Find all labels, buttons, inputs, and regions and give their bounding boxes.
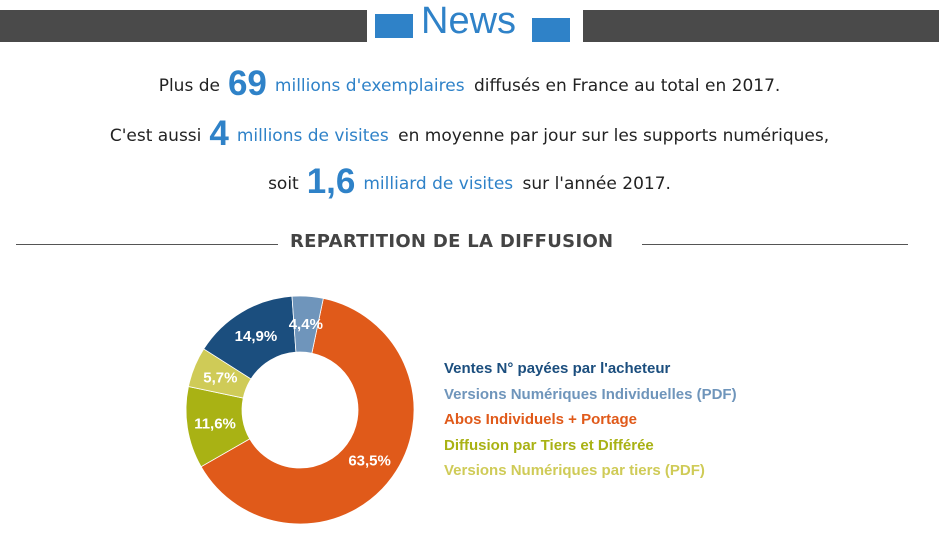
slice-label: 63,5% bbox=[348, 453, 391, 470]
stat-highlight: millions de visites bbox=[236, 126, 389, 146]
header-square-right bbox=[532, 18, 570, 42]
header-square-left bbox=[375, 14, 413, 38]
stat-highlight: millions d'exemplaires bbox=[274, 76, 465, 96]
stat-suffix: en moyenne par jour sur les supports num… bbox=[398, 126, 830, 146]
slice-label: 14,9% bbox=[235, 328, 278, 345]
page-title: News bbox=[421, 0, 517, 42]
donut-chart: 63,5% 11,6% 5,7% 14,9% 4,4% bbox=[185, 295, 415, 525]
stat-line-1: Plus de 69 millions d'exemplaires diffusés… bbox=[0, 64, 939, 104]
legend-item: Ventes N° payées par l'acheteur bbox=[444, 360, 671, 377]
slice-label: 11,6% bbox=[194, 415, 236, 432]
stat-number: 1,6 bbox=[306, 162, 356, 201]
section-divider-left bbox=[16, 244, 278, 245]
section-divider-right bbox=[642, 244, 908, 245]
stat-number: 69 bbox=[227, 64, 267, 103]
header-bar-left bbox=[0, 10, 367, 42]
legend-item: Diffusion par Tiers et Différée bbox=[444, 436, 654, 454]
stat-suffix: sur l'année 2017. bbox=[522, 174, 671, 194]
stat-prefix: Plus de bbox=[158, 76, 220, 96]
stat-suffix: diffusés en France au total en 2017. bbox=[473, 76, 781, 96]
stat-prefix: C'est aussi bbox=[109, 126, 202, 146]
chart-legend: Ventes N° payées par l'acheteur Versions … bbox=[444, 359, 737, 487]
slice-label: 4,4% bbox=[289, 316, 323, 333]
slice-label: 5,7% bbox=[203, 370, 237, 387]
donut-slice bbox=[200, 297, 415, 525]
stat-highlight: milliard de visites bbox=[363, 174, 514, 194]
section-title: REPARTITION DE LA DIFFUSION bbox=[290, 231, 614, 252]
stat-line-3: soit 1,6 milliard de visites sur l'année 2… bbox=[0, 162, 939, 202]
legend-item: Versions Numériques par tiers (PDF) bbox=[444, 462, 705, 479]
legend-item: Abos Individuels + Portage bbox=[444, 411, 637, 428]
donut-slice bbox=[291, 295, 324, 354]
stat-line-2: C'est aussi 4 millions de visites en moyen… bbox=[0, 114, 939, 154]
stat-prefix: soit bbox=[268, 174, 299, 194]
header-bar-right bbox=[583, 10, 939, 42]
legend-item: Versions Numériques Individuelles (PDF) bbox=[444, 385, 737, 403]
stat-number: 4 bbox=[209, 114, 229, 153]
